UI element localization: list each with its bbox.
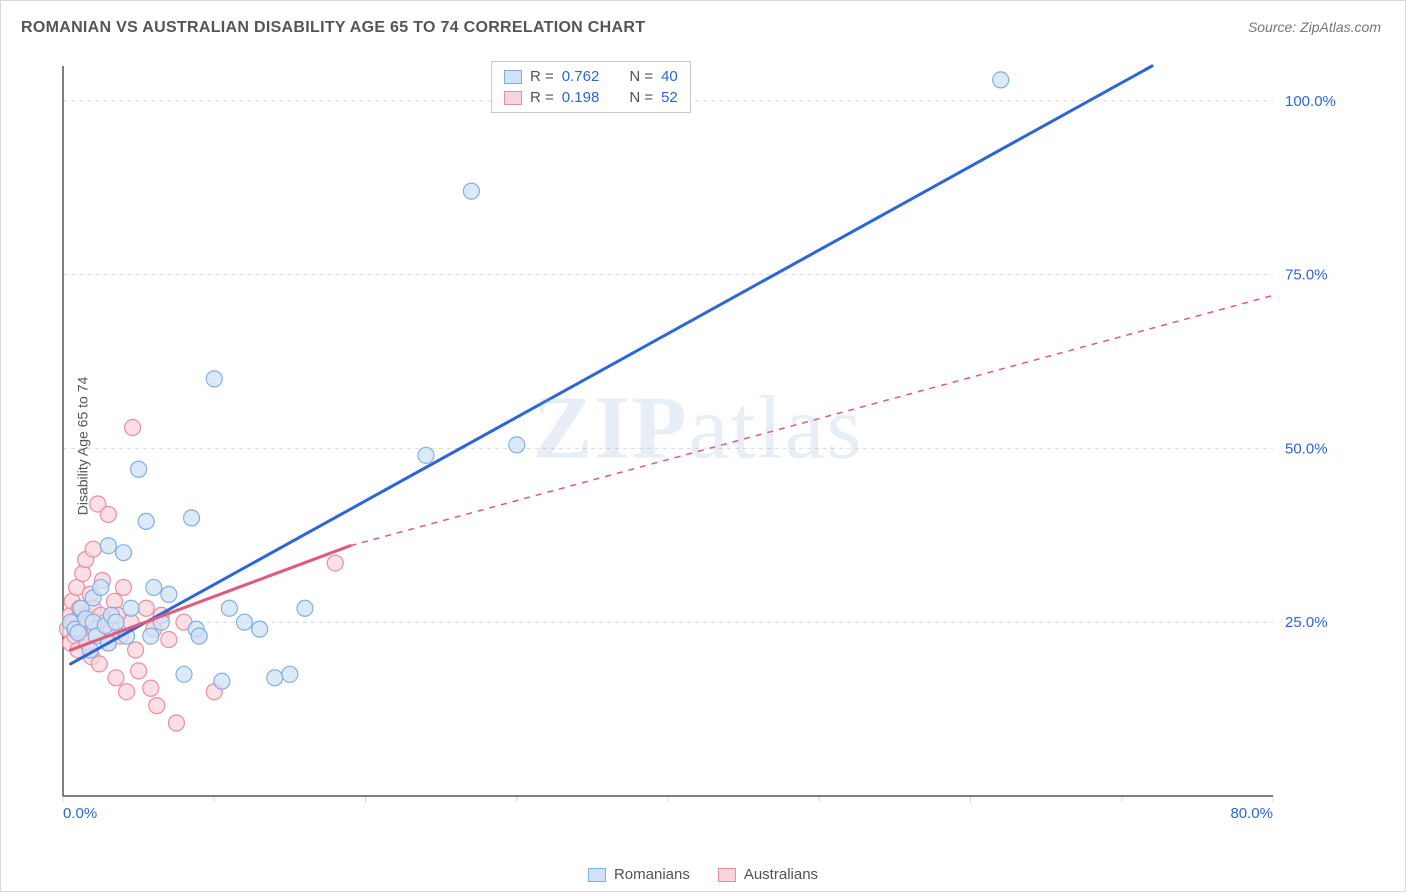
n-prefix: N = bbox=[629, 89, 653, 106]
svg-text:100.0%: 100.0% bbox=[1285, 93, 1336, 110]
n-value-romanians: 40 bbox=[661, 68, 678, 85]
swatch-australians bbox=[718, 868, 736, 882]
n-value-australians: 52 bbox=[661, 89, 678, 106]
svg-text:50.0%: 50.0% bbox=[1285, 440, 1328, 457]
plot-area: 25.0%50.0%75.0%100.0%0.0%80.0% ZIPatlas bbox=[53, 56, 1343, 831]
swatch-romanians bbox=[588, 868, 606, 882]
stat-swatch-romanians bbox=[504, 70, 522, 84]
r-value-romanians: 0.762 bbox=[562, 68, 600, 85]
n-prefix: N = bbox=[629, 68, 653, 85]
series-legend: Romanians Australians bbox=[588, 866, 818, 883]
correlation-legend: R = 0.762 N = 40 R = 0.198 N = 52 bbox=[491, 61, 691, 113]
legend-item-australians: Australians bbox=[718, 866, 818, 883]
svg-text:75.0%: 75.0% bbox=[1285, 267, 1328, 284]
legend-label-australians: Australians bbox=[744, 866, 818, 883]
chart-title: ROMANIAN VS AUSTRALIAN DISABILITY AGE 65… bbox=[21, 19, 645, 37]
r-prefix: R = bbox=[530, 89, 554, 106]
stat-row-australians: R = 0.198 N = 52 bbox=[500, 87, 682, 108]
scatter-plot-svg: 25.0% 50.0% 75.0% 100.0% 0.0% 80.0% bbox=[53, 56, 1343, 831]
source-attribution: Source: ZipAtlas.com bbox=[1248, 19, 1381, 35]
r-value-australians: 0.198 bbox=[562, 89, 600, 106]
chart-container: ROMANIAN VS AUSTRALIAN DISABILITY AGE 65… bbox=[0, 0, 1406, 892]
r-prefix: R = bbox=[530, 68, 554, 85]
svg-text:80.0%: 80.0% bbox=[1230, 805, 1273, 822]
svg-text:0.0%: 0.0% bbox=[63, 805, 97, 822]
legend-item-romanians: Romanians bbox=[588, 866, 690, 883]
stat-swatch-australians bbox=[504, 91, 522, 105]
svg-text:25.0%: 25.0% bbox=[1285, 614, 1328, 631]
stat-row-romanians: R = 0.762 N = 40 bbox=[500, 66, 682, 87]
legend-label-romanians: Romanians bbox=[614, 866, 690, 883]
